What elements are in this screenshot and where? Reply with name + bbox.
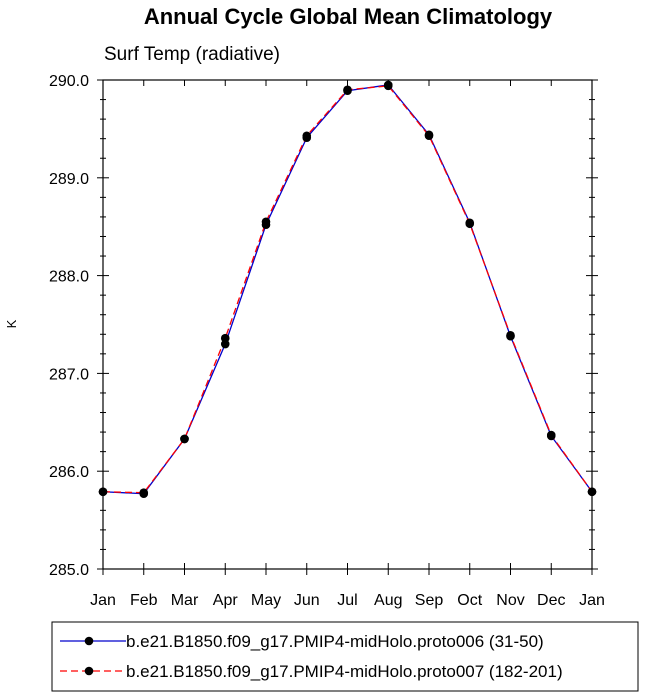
y-tick-label: 290.0 bbox=[49, 73, 89, 90]
x-tick-label: May bbox=[251, 592, 281, 609]
series-2-point bbox=[506, 330, 515, 340]
series-2-point bbox=[343, 85, 352, 95]
series-2-point bbox=[546, 430, 556, 440]
y-tick-label: 289.0 bbox=[49, 171, 89, 188]
chart-subtitle: Surf Temp (radiative) bbox=[104, 44, 280, 65]
legend-marker-1 bbox=[84, 636, 94, 646]
legend-marker-2 bbox=[84, 666, 94, 676]
series-2-point bbox=[383, 81, 393, 91]
series-layer bbox=[98, 80, 597, 498]
chart-title: Annual Cycle Global Mean Climatology bbox=[144, 4, 553, 29]
series-2-point bbox=[465, 219, 475, 229]
series-2-point bbox=[139, 488, 149, 498]
x-tick-label: Sep bbox=[415, 592, 444, 609]
minor-ticks bbox=[100, 99, 595, 550]
tick-labels: Jan Feb Mar Apr May Jun Jul Aug Sep Oct Nov Dec Jan2… bbox=[49, 73, 605, 609]
x-tick-label: Jan bbox=[579, 592, 605, 609]
series-2-point bbox=[261, 217, 271, 227]
x-tick-label: Jun bbox=[294, 592, 320, 609]
y-tick-label: 287.0 bbox=[49, 366, 89, 383]
x-tick-label: Apr bbox=[213, 592, 239, 609]
major-ticks bbox=[97, 79, 598, 575]
y-tick-label: 285.0 bbox=[49, 562, 89, 579]
plot-frame bbox=[102, 79, 593, 570]
y-tick-label: 286.0 bbox=[49, 464, 89, 481]
x-tick-label: Jan bbox=[90, 592, 116, 609]
legend-label-2: b.e21.B1850.f09_g17.PMIP4-midHolo.proto0… bbox=[126, 662, 563, 681]
y-axis-label: K bbox=[4, 319, 19, 328]
series-line-1 bbox=[102, 84, 593, 495]
series-2-point bbox=[220, 333, 230, 343]
x-tick-label: Aug bbox=[374, 592, 402, 609]
series-2-point bbox=[424, 131, 434, 141]
series-line-2 bbox=[102, 85, 593, 494]
x-tick-label: Oct bbox=[457, 592, 482, 609]
x-tick-label: Dec bbox=[537, 592, 565, 609]
legend: b.e21.B1850.f09_g17.PMIP4-midHolo.proto0… bbox=[51, 621, 639, 692]
x-tick-label: Mar bbox=[171, 592, 199, 609]
y-tick-label: 288.0 bbox=[49, 269, 89, 286]
series-2-point bbox=[302, 131, 312, 141]
series-2-point bbox=[180, 434, 189, 444]
x-tick-label: Feb bbox=[130, 592, 158, 609]
legend-box bbox=[51, 621, 639, 692]
x-tick-label: Jul bbox=[337, 592, 357, 609]
legend-label-1: b.e21.B1850.f09_g17.PMIP4-midHolo.proto0… bbox=[126, 632, 544, 651]
x-tick-label: Nov bbox=[496, 592, 524, 609]
